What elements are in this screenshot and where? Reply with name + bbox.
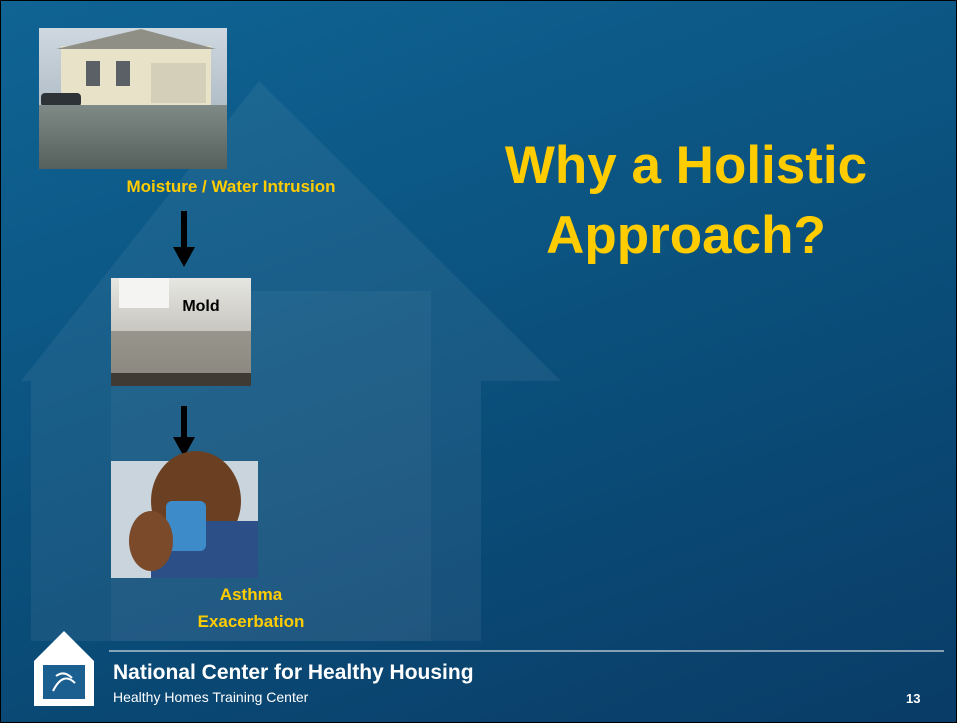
slide-title: Why a Holistic Approach? [441,131,931,271]
slide: Why a Holistic Approach? Moisture / Wate… [0,0,957,723]
page-number: 13 [906,691,920,706]
flood-photo [39,28,227,169]
footer-organization: National Center for Healthy Housing [113,661,474,685]
footer-subtitle: Healthy Homes Training Center [113,689,308,705]
step-caption: Asthma Exacerbation [171,581,331,635]
step-caption: Mold [151,293,251,320]
logo [34,631,94,706]
step-caption: Moisture / Water Intrusion [61,173,401,200]
slide-graphics [1,1,956,722]
asthma-photo [111,451,258,578]
